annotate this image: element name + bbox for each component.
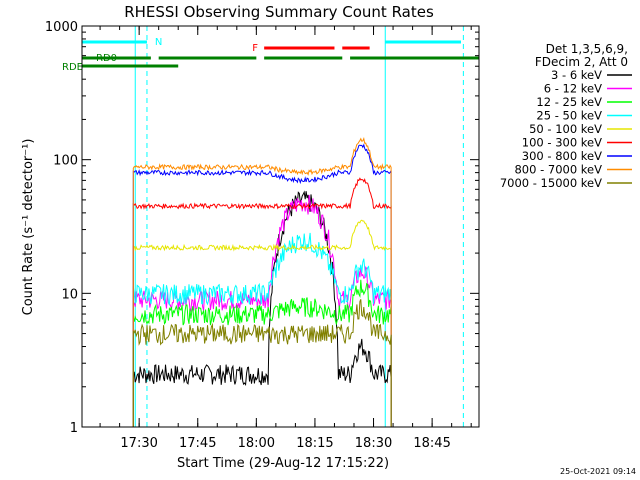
flag-label-n: N	[155, 37, 162, 48]
series-line-6	[132, 143, 392, 428]
legend-label-3: 25 - 50 keV	[536, 109, 602, 123]
x-tick-label-3: 18:15	[296, 436, 333, 451]
legend-label-7: 800 - 7000 keV	[514, 163, 602, 177]
x-tick-label-0: 17:30	[120, 436, 157, 451]
y-tick-label-3: 1000	[45, 20, 78, 35]
y-tick-label-0: 1	[70, 421, 78, 436]
flag-label-rd0: RD0	[96, 53, 117, 64]
y-tick-label-2: 100	[53, 154, 78, 169]
legend-label-0: 3 - 6 keV	[551, 68, 602, 82]
series-line-4	[132, 219, 392, 428]
footer-timestamp: 25-Oct-2021 09:14	[560, 467, 636, 476]
flag-label-f: F	[252, 43, 258, 54]
legend-label-8: 7000 - 15000 keV	[500, 176, 602, 190]
series-line-5	[132, 177, 392, 428]
legend-label-1: 6 - 12 keV	[544, 82, 602, 96]
y-tick-label-1: 10	[61, 287, 78, 302]
legend-header-line1: Det 1,3,5,6,9,	[546, 42, 628, 56]
legend-header-line2: FDecim 2, Att 0	[535, 55, 628, 69]
series-line-3	[132, 232, 392, 428]
chart-title: RHESSI Observing Summary Count Rates	[124, 3, 434, 21]
flag-label-rde: RDE	[62, 62, 83, 73]
series-line-8	[132, 299, 392, 428]
series-lines	[132, 136, 392, 428]
legend-label-4: 50 - 100 keV	[529, 122, 602, 136]
x-tick-label-1: 17:45	[179, 436, 216, 451]
x-tick-label-4: 18:30	[355, 436, 392, 451]
x-axis-label: Start Time (29-Aug-12 17:15:22)	[177, 456, 389, 471]
y-axis-label: Count Rate (s⁻¹ detector⁻¹)	[21, 139, 36, 316]
x-tick-label-2: 18:00	[238, 436, 275, 451]
legend-label-5: 100 - 300 keV	[522, 136, 602, 150]
axis-ticks: 1 10 100 1000 17:30 17:45 18:00 18:15 18:30 18:45	[45, 20, 479, 451]
legend-label-6: 300 - 800 keV	[522, 149, 602, 163]
x-tick-label-5: 18:45	[413, 436, 450, 451]
series-line-7	[132, 136, 392, 428]
plot-frame	[81, 25, 480, 428]
series-line-2	[132, 279, 392, 428]
series-line-0	[132, 190, 392, 428]
legend-label-2: 12 - 25 keV	[536, 95, 602, 109]
flag-bars: N RD0 RDE F	[62, 26, 479, 427]
